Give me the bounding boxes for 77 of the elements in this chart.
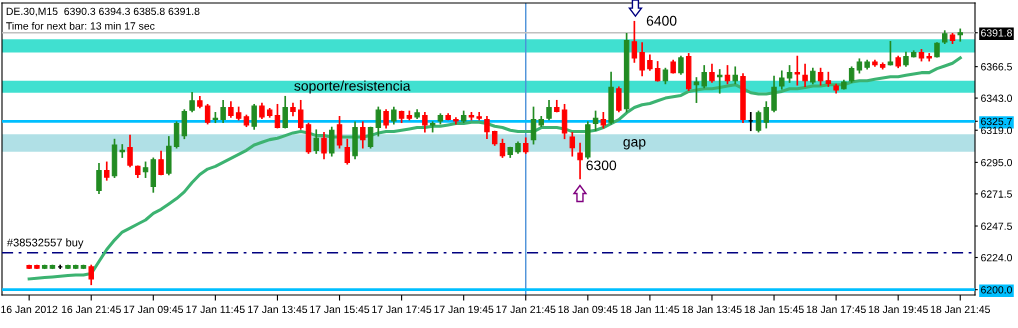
candlestick (88, 264, 94, 286)
candlestick (204, 103, 211, 125)
x-tick-label: 18 Jan 09:45 (558, 305, 618, 314)
y-tick-label: 6319.0 (981, 126, 1013, 135)
candlestick (802, 63, 808, 87)
candlestick (329, 126, 335, 157)
ref-line-label: #38532557 buy (6, 238, 84, 249)
band-label: gap (623, 139, 646, 150)
candlestick (693, 77, 700, 103)
candlestick (96, 162, 102, 195)
chart-title: DE.30,M15 6390.3 6394.3 6385.8 6391.8 (6, 7, 200, 17)
candlestick (639, 42, 645, 77)
candlestick (119, 144, 125, 158)
candlestick (957, 28, 963, 42)
candlestick (716, 69, 723, 94)
text: Time for next bar: 13 min 17 sec (6, 21, 155, 30)
candlestick (546, 99, 552, 121)
candlestick (360, 121, 366, 149)
x-tick-label: 17 Jan 11:45 (186, 305, 245, 314)
candlestick (561, 103, 568, 140)
candlestick (577, 142, 583, 180)
candlestick (763, 101, 770, 129)
x-tick-label: 17 Jan 15:45 (310, 305, 370, 314)
candlestick (926, 53, 932, 62)
candlestick (189, 91, 195, 113)
x-tick-label: 16 Jan 2012 (1, 305, 58, 314)
candlestick (336, 116, 343, 149)
y-tick-label: 6200.0 (981, 286, 1013, 294)
x-tick-label: 18 Jan 19:45 (868, 305, 928, 314)
x-tick-label: 18 Jan 15:45 (744, 305, 804, 314)
candlestick (530, 106, 537, 145)
candlestick (158, 150, 164, 176)
annotation: 6400 (646, 15, 677, 26)
x-tick-label: 18 Jan 13:45 (682, 305, 742, 314)
ref-line-label: soporte/resistencia (294, 80, 411, 94)
candlestick (484, 116, 490, 140)
candlestick (220, 99, 226, 124)
y-tick-label: 6271.5 (981, 190, 1012, 198)
y-tick-label: 6247.5 (981, 222, 1012, 230)
y-tick-label: 6343.0 (981, 94, 1013, 102)
y-tick-label: 6295.0 (981, 158, 1013, 167)
candlestick (375, 106, 382, 137)
candlestick (654, 61, 661, 82)
x-tick-label: 18 Jan 17:45 (806, 305, 866, 314)
candlestick (701, 65, 707, 89)
candlestick (321, 132, 327, 160)
candlestick (569, 132, 576, 157)
x-tick-label: 17 Jan 09:45 (123, 305, 183, 314)
y-tick-label: 6366.5 (981, 63, 1012, 71)
y-tick-label: 6325.7 (981, 117, 1012, 126)
x-tick-label: 17 Jan 13:45 (248, 305, 308, 314)
candlestick (755, 110, 762, 133)
candlestick (298, 99, 304, 130)
candlestick (344, 138, 351, 165)
candlestick (422, 111, 428, 133)
candlestick (476, 111, 482, 121)
candlestick (274, 103, 281, 129)
candlestick (251, 103, 257, 130)
candlestick (282, 95, 288, 129)
candlestick (313, 129, 319, 154)
candlestick (771, 75, 777, 113)
candlestick (173, 121, 180, 149)
x-tick-label: 17 Jan 19:45 (434, 305, 494, 314)
x-tick-label: 17 Jan 17:45 (372, 305, 432, 314)
candlestick (367, 126, 374, 149)
candlestick (887, 41, 894, 66)
x-tick-label: 18 Jan 11:45 (620, 305, 680, 314)
candlestick (127, 134, 133, 168)
candlestick (616, 86, 622, 113)
y-tick-label: 6391.8 (981, 29, 1012, 37)
x-tick-label: 18 Jan 21:45 (930, 305, 990, 314)
candlestick (794, 55, 801, 86)
candlestick (631, 20, 638, 63)
x-tick-label: 17 Jan 21:45 (496, 305, 556, 314)
x-tick-label: 16 Jan 21:45 (61, 305, 121, 314)
annotation: 6300 (586, 160, 617, 171)
y-tick-label: 6224.0 (981, 254, 1013, 262)
